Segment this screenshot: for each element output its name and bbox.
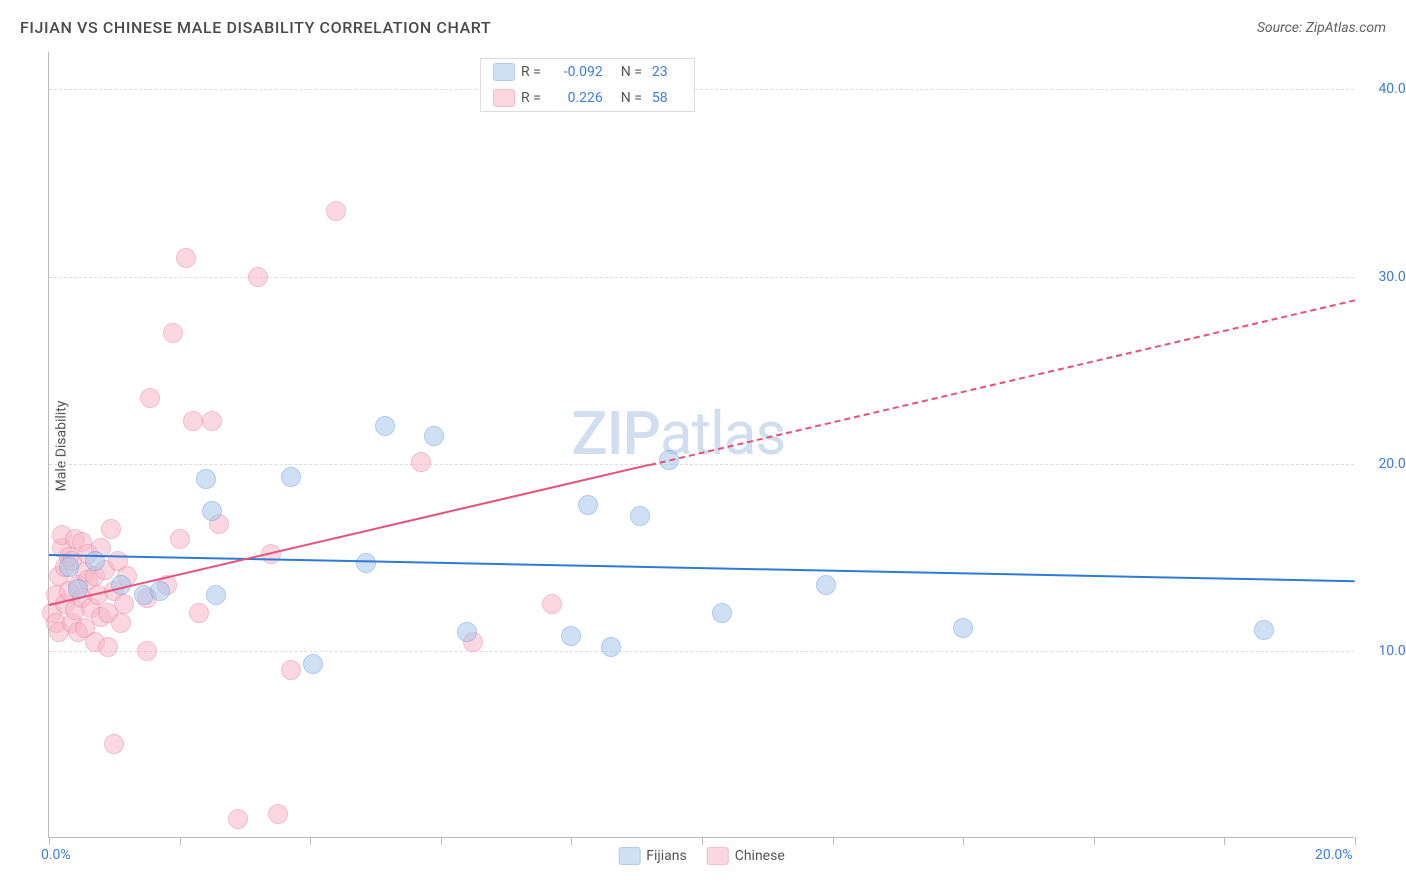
data-point — [202, 501, 222, 521]
data-point — [248, 267, 268, 287]
data-point — [712, 603, 732, 623]
y-tick-label: 40.0% — [1378, 81, 1406, 97]
r-label: R = — [521, 90, 541, 106]
data-point — [457, 622, 477, 642]
data-point — [356, 553, 376, 573]
scatter-chart: 10.0%20.0%30.0%40.0%0.0%20.0%ZIPatlasR =… — [48, 52, 1354, 838]
x-tick-label: 20.0% — [1315, 847, 1353, 863]
chart-title: FIJIAN VS CHINESE MALE DISABILITY CORREL… — [20, 18, 491, 37]
data-point — [1254, 620, 1274, 640]
data-point — [189, 603, 209, 623]
y-tick-label: 20.0% — [1378, 456, 1406, 472]
data-point — [170, 529, 190, 549]
gridline — [49, 89, 1354, 90]
data-point — [281, 660, 301, 680]
data-point — [630, 506, 650, 526]
data-point — [183, 411, 203, 431]
data-point — [601, 637, 621, 657]
data-point — [101, 519, 121, 539]
gridline — [49, 651, 1354, 652]
data-point — [561, 626, 581, 646]
data-point — [206, 585, 226, 605]
data-point — [578, 495, 598, 515]
x-tick — [833, 837, 834, 845]
data-point — [424, 426, 444, 446]
data-point — [326, 201, 346, 221]
x-tick — [49, 837, 50, 845]
x-tick — [441, 837, 442, 845]
data-point — [375, 416, 395, 436]
gridline — [49, 277, 1354, 278]
n-label: N = — [621, 90, 642, 106]
legend-item: Fijians — [618, 847, 686, 865]
data-point — [303, 654, 323, 674]
data-point — [111, 613, 131, 633]
trend-line — [49, 464, 650, 606]
legend-swatch — [707, 847, 729, 865]
n-label: N = — [621, 64, 642, 80]
n-value: 58 — [652, 90, 682, 106]
x-tick — [1224, 837, 1225, 845]
data-point — [163, 323, 183, 343]
x-tick — [310, 837, 311, 845]
r-value: 0.226 — [551, 90, 603, 106]
r-value: -0.092 — [551, 64, 603, 80]
x-tick-label: 0.0% — [41, 847, 71, 863]
data-point — [59, 557, 79, 577]
data-point — [176, 248, 196, 268]
x-tick — [1094, 837, 1095, 845]
data-point — [228, 809, 248, 829]
x-tick — [571, 837, 572, 845]
x-tick — [702, 837, 703, 845]
data-point — [953, 618, 973, 638]
data-point — [98, 637, 118, 657]
legend-label: Fijians — [646, 848, 686, 864]
data-point — [281, 467, 301, 487]
legend-row: R = -0.092 N = 23 — [481, 59, 694, 85]
x-tick — [180, 837, 181, 845]
data-point — [411, 452, 431, 472]
data-point — [137, 641, 157, 661]
legend-swatch — [493, 63, 515, 81]
gridline — [49, 464, 1354, 465]
stats-legend: R = -0.092 N = 23 R = 0.226 N = 58 — [480, 58, 695, 112]
x-tick — [1355, 837, 1356, 845]
source-label: Source: ZipAtlas.com — [1257, 20, 1386, 36]
legend-swatch — [618, 847, 640, 865]
series-legend: Fijians Chinese — [618, 847, 785, 865]
legend-label: Chinese — [735, 848, 785, 864]
data-point — [268, 804, 288, 824]
data-point — [114, 594, 134, 614]
data-point — [104, 734, 124, 754]
data-point — [202, 411, 222, 431]
y-tick-label: 10.0% — [1378, 643, 1406, 659]
x-tick — [963, 837, 964, 845]
data-point — [816, 575, 836, 595]
n-value: 23 — [652, 64, 682, 80]
legend-row: R = 0.226 N = 58 — [481, 85, 694, 111]
data-point — [542, 594, 562, 614]
legend-item: Chinese — [707, 847, 785, 865]
data-point — [150, 581, 170, 601]
r-label: R = — [521, 64, 541, 80]
data-point — [140, 388, 160, 408]
legend-swatch — [493, 89, 515, 107]
trend-line — [650, 299, 1356, 466]
y-tick-label: 30.0% — [1378, 269, 1406, 285]
data-point — [196, 469, 216, 489]
